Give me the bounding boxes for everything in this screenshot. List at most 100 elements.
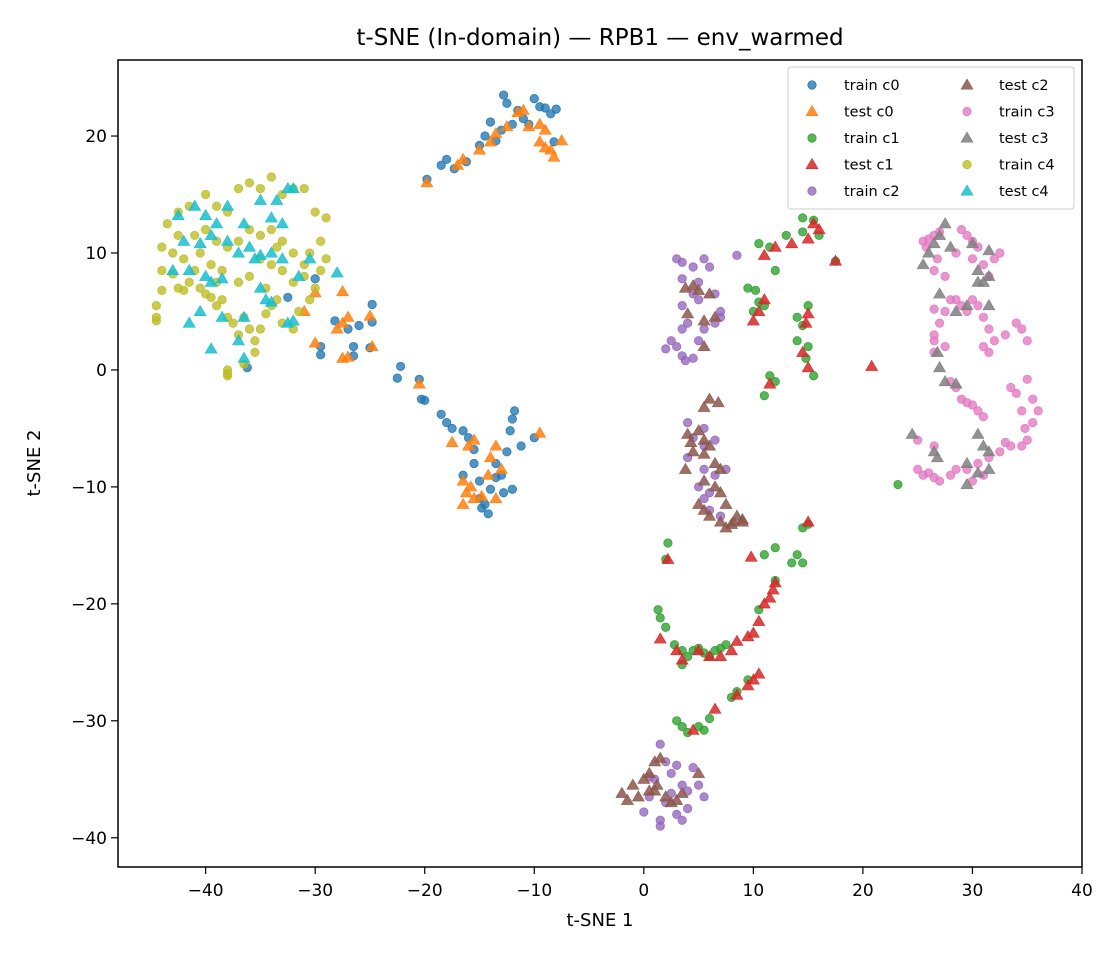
train-point	[699, 464, 709, 474]
train-point	[255, 184, 266, 194]
x-tick-label: 10	[743, 881, 765, 901]
train-point	[693, 780, 704, 790]
train-point	[710, 435, 720, 445]
y-tick-label: −40	[71, 829, 107, 849]
legend-marker	[960, 184, 974, 196]
test-point	[785, 237, 799, 249]
y-tick-label: −10	[71, 478, 107, 498]
train-point	[672, 809, 682, 819]
test-point	[801, 232, 815, 244]
test-point	[801, 515, 815, 527]
train-point	[732, 250, 742, 260]
test-point	[193, 304, 207, 316]
legend-label: train c4	[999, 158, 1055, 174]
train-point	[348, 341, 359, 352]
test-point	[697, 447, 711, 459]
test-point	[724, 644, 738, 656]
test-point	[692, 424, 706, 436]
test-point	[703, 287, 717, 299]
train-point	[1000, 437, 1010, 448]
y-tick-label: 20	[85, 127, 107, 147]
train-point	[540, 103, 550, 113]
legend-marker	[960, 131, 974, 143]
test-point	[264, 211, 278, 223]
test-point	[686, 723, 700, 735]
train-point	[151, 316, 161, 326]
train-point	[1020, 423, 1030, 434]
train-point	[157, 285, 167, 296]
x-tick-label: 20	[852, 881, 874, 901]
train-point	[266, 224, 276, 235]
test-point	[445, 435, 459, 447]
test-point	[264, 246, 278, 258]
legend-entry: train c4	[962, 158, 1055, 174]
test-point	[713, 649, 728, 661]
test-point	[494, 462, 508, 474]
test-point	[275, 252, 289, 264]
y-tick-label: 0	[96, 361, 107, 381]
train-point	[655, 821, 665, 831]
train-point	[754, 239, 764, 249]
train-point	[480, 499, 490, 510]
test-point	[166, 263, 180, 276]
test-point	[637, 772, 651, 784]
test-point	[766, 583, 780, 595]
train-point	[277, 236, 287, 246]
test-point	[971, 466, 985, 478]
test-point	[420, 176, 434, 188]
y-tick-label: 10	[85, 244, 107, 264]
train-point	[688, 353, 698, 363]
test-point	[801, 361, 815, 373]
train-point	[250, 336, 260, 346]
train-point	[250, 347, 260, 357]
train-point	[699, 725, 709, 735]
test-point	[708, 456, 722, 469]
test-point	[982, 299, 996, 311]
test-point	[697, 314, 711, 326]
train-point	[195, 283, 205, 293]
y-axis-label: t-SNE 2	[24, 430, 45, 497]
test-point	[500, 120, 514, 132]
train-point	[316, 236, 326, 246]
test-point	[538, 123, 552, 135]
chart-title: t-SNE (In-domain) — RPB1 — env_warmed	[356, 25, 843, 51]
legend-marker	[807, 80, 817, 90]
test-point	[922, 246, 936, 258]
test-point	[746, 626, 760, 638]
test-point	[516, 103, 530, 115]
test-point	[188, 199, 202, 211]
test-point	[744, 550, 758, 562]
test-point	[933, 361, 947, 373]
test-point	[982, 445, 996, 457]
train-point	[699, 324, 709, 334]
train-point	[677, 301, 687, 311]
test-point	[697, 503, 711, 515]
train-point	[693, 336, 704, 346]
train-point	[929, 265, 939, 276]
train-point	[157, 242, 167, 252]
train-point	[792, 336, 802, 346]
test-point	[801, 307, 815, 319]
train-point	[787, 558, 797, 568]
train-point	[940, 271, 950, 281]
train-point	[266, 172, 276, 182]
test-point	[286, 182, 300, 194]
train-point	[206, 260, 216, 270]
train-point	[420, 395, 430, 405]
train-point	[677, 722, 687, 732]
train-point	[978, 260, 989, 270]
legend-label: train c2	[844, 184, 900, 200]
train-point	[781, 230, 791, 241]
legend-entry: train c2	[807, 184, 900, 200]
test-point	[242, 240, 256, 252]
test-point	[971, 427, 985, 439]
train-point	[310, 207, 320, 217]
series-test-c4	[166, 182, 344, 363]
test-point	[483, 135, 497, 147]
train-point	[951, 295, 961, 305]
train-point	[940, 341, 950, 352]
legend-entry: test c3	[960, 131, 1049, 147]
y-tick-label: −20	[71, 595, 107, 615]
train-point	[704, 262, 715, 272]
